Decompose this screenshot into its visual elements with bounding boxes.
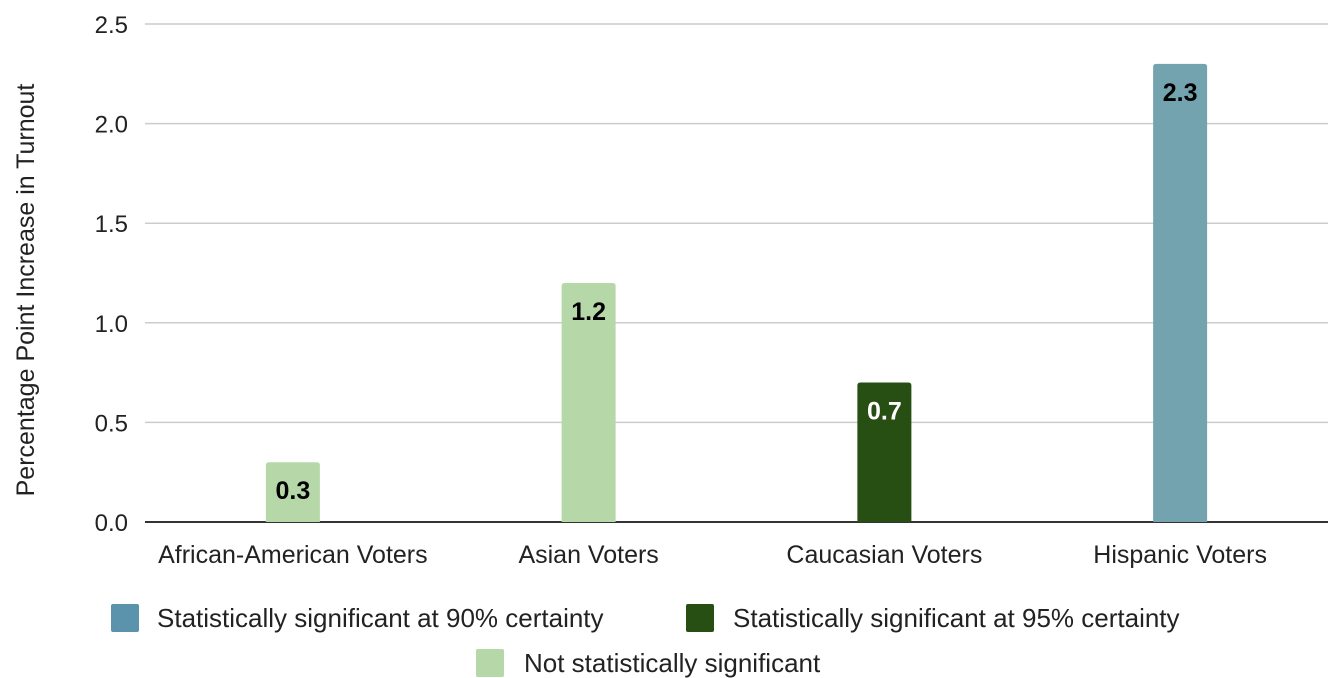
- gridlines: [145, 23, 1328, 523]
- y-tick-label: 0.5: [95, 410, 128, 437]
- x-category-label: Caucasian Voters: [786, 541, 982, 569]
- legend-swatch: [111, 604, 139, 632]
- y-tick-label: 2.0: [95, 112, 128, 139]
- bar-asian-voters: [561, 282, 616, 522]
- legend-swatch: [476, 649, 504, 677]
- bar-hispanic-voters: [1153, 63, 1208, 523]
- legend-swatch: [686, 604, 714, 632]
- data-label: 2.3: [1163, 79, 1198, 107]
- legend-label: Statistically significant at 90% certain…: [157, 603, 604, 633]
- y-axis-label: Percentage Point Increase in Turnout: [12, 84, 40, 497]
- legend-label: Not statistically significant: [524, 648, 821, 678]
- y-tick-label: 0.0: [95, 510, 128, 537]
- legend-item-sig-90: Statistically significant at 90% certain…: [111, 603, 604, 633]
- x-axis-labels: African-American Voters Asian Voters Cauca…: [158, 541, 1267, 569]
- y-tick-label: 1.0: [95, 311, 128, 338]
- data-label: 1.2: [571, 298, 606, 326]
- x-category-label: African-American Voters: [158, 541, 428, 569]
- bar-caucasian-voters: [857, 382, 912, 522]
- data-label: 0.3: [275, 477, 310, 505]
- y-tick-label: 2.5: [95, 12, 128, 39]
- bars: [265, 63, 1208, 523]
- x-category-label: Asian Voters: [518, 541, 658, 569]
- legend-label: Statistically significant at 95% certain…: [733, 603, 1180, 633]
- legend: Statistically significant at 90% certain…: [111, 603, 1180, 678]
- data-labels: 0.3 1.2 0.7 2.3: [275, 79, 1197, 505]
- legend-item-not-significant: Not statistically significant: [476, 648, 821, 678]
- legend-item-sig-95: Statistically significant at 95% certain…: [686, 603, 1180, 633]
- data-label: 0.7: [867, 398, 902, 426]
- y-tick-label: 1.5: [95, 211, 128, 238]
- y-axis-ticks: 0.0 0.5 1.0 1.5 2.0 2.5: [95, 12, 128, 537]
- bar-african-american-voters: [265, 462, 320, 522]
- x-category-label: Hispanic Voters: [1093, 541, 1267, 569]
